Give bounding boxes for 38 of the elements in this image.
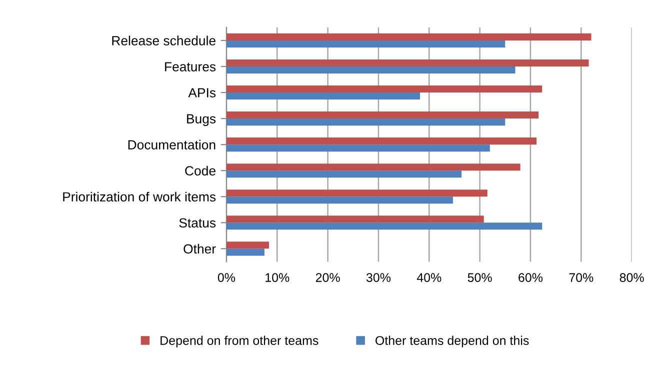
bar xyxy=(226,190,488,197)
x-tick-label: 40% xyxy=(416,273,442,282)
bar xyxy=(226,138,537,145)
legend-label: Other teams depend on this xyxy=(376,336,529,348)
y-tick-label: Other xyxy=(184,244,216,254)
x-tick-label: 70% xyxy=(569,273,594,282)
y-tick-label: Features xyxy=(165,62,216,72)
y-tick-label: Release schedule xyxy=(112,36,216,46)
x-tick-label: 80% xyxy=(620,273,644,282)
y-tick-label: Prioritization of work items xyxy=(63,192,216,202)
bar xyxy=(226,59,589,66)
legend-label: Depend on from other teams xyxy=(160,336,318,348)
y-tick-label: Status xyxy=(179,218,216,228)
x-tick-label: 30% xyxy=(366,273,391,282)
bar xyxy=(226,216,484,223)
bar xyxy=(226,170,462,178)
bar xyxy=(226,242,270,249)
bar xyxy=(226,164,520,171)
x-tick-label: 50% xyxy=(468,273,492,282)
x-tick-label: 0% xyxy=(218,273,236,282)
bar xyxy=(226,66,516,74)
bar xyxy=(226,144,490,152)
x-tick-label: 10% xyxy=(266,273,290,282)
bar xyxy=(226,112,539,119)
x-tick-label: 60% xyxy=(518,273,543,282)
x-tick-label: 20% xyxy=(316,273,340,282)
y-tick-label: Code xyxy=(185,166,216,176)
bar xyxy=(226,248,264,256)
bar xyxy=(226,40,506,48)
y-tick-label: APIs xyxy=(188,88,216,98)
bar xyxy=(226,33,592,40)
bar xyxy=(226,92,420,100)
bar xyxy=(226,118,506,126)
y-tick-label: Documentation xyxy=(128,140,216,150)
y-tick-label: Bugs xyxy=(187,114,216,126)
bar xyxy=(226,222,542,230)
bar xyxy=(226,85,542,93)
bar xyxy=(226,196,453,204)
